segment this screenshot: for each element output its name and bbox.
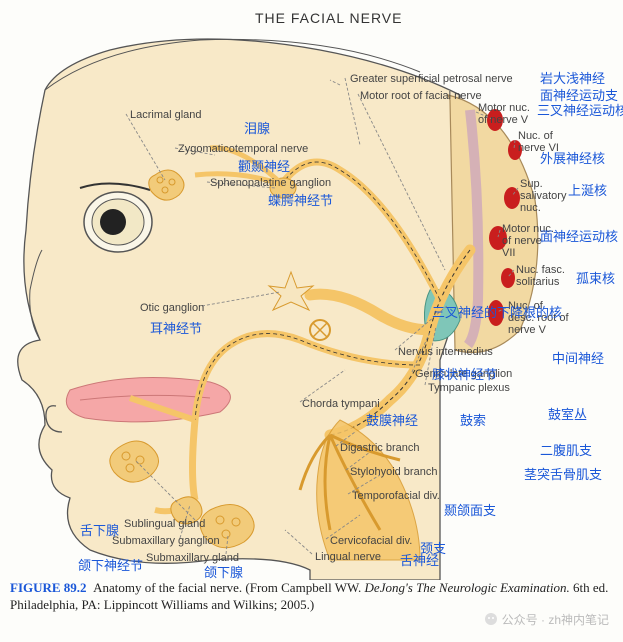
label-lacrimal-zh: 泪腺 — [244, 118, 270, 137]
label-motor-root-en: Motor root of facial nerve — [360, 90, 482, 102]
label-motor-nuc-v-en: Motor nuc. of nerve V — [478, 102, 530, 126]
wechat-icon — [484, 612, 498, 626]
label-nervus-intermedius-en: Nervus intermedius — [398, 346, 493, 358]
label-submax-gland-zh: 颌下腺 — [204, 562, 243, 581]
label-otic-en: Otic ganglion — [140, 302, 204, 314]
label-chorda-tympani-en: Chorda tympani — [302, 398, 380, 410]
label-nuc-vi-zh: 外展神经核 — [540, 148, 605, 167]
figure-caption: FIGURE 89.2 Anatomy of the facial nerve.… — [10, 580, 610, 614]
label-fasc-solitarius-zh: 孤束核 — [576, 268, 615, 287]
label-temporofacial-zh: 颞颌面支 — [444, 500, 496, 519]
label-chorda-tympani2-zh: 鼓索 — [460, 410, 486, 429]
label-sphenopalatine-en: Sphenopalatine ganglion — [210, 177, 331, 189]
label-zygomaticotemporal-zh: 颧颞神经 — [238, 156, 290, 175]
watermark-text: 公众号 · zh神内笔记 — [502, 613, 609, 627]
label-geniculate-zh: 膝状神经节 — [432, 364, 497, 383]
label-lingual-zh: 舌神经 — [400, 550, 439, 569]
label-digastric-en: Digastric branch — [340, 442, 419, 454]
label-tympanic-plexus-zh: 鼓室丛 — [548, 404, 587, 423]
label-temporofacial-en: Temporofacial div. — [352, 490, 440, 502]
label-chorda-tympani-zh: 鼓膜神经 — [366, 410, 418, 429]
label-desc-root-v-zh: 三叉神经的下降根的核 — [432, 302, 562, 321]
label-submax-gang-en: Submaxillary ganglion — [112, 535, 220, 547]
label-sublingual-en: Sublingual gland — [124, 518, 205, 530]
caption-text-1: Anatomy of the facial nerve. (From Campb… — [93, 580, 361, 595]
label-sup-salivatory-zh: 上涎核 — [568, 180, 607, 199]
label-tympanic-plexus-en: Tympanic plexus — [428, 382, 510, 394]
label-lacrimal-en: Lacrimal gland — [130, 109, 202, 121]
label-nervus-intermedius-zh: 中间神经 — [552, 348, 604, 367]
label-motor-nuc-vii-zh: 面神经运动核 — [540, 226, 618, 245]
label-motor-nuc-v-zh: 三叉神经运动核 — [537, 100, 623, 119]
label-fasc-solitarius-en: Nuc. fasc. solitarius — [516, 264, 565, 288]
watermark: 公众号 · zh神内笔记 — [484, 611, 609, 628]
facial-nerve-diagram — [0, 0, 623, 580]
label-lingual-en: Lingual nerve — [315, 551, 381, 563]
diagram-title: THE FACIAL NERVE — [255, 10, 402, 26]
label-stylohyoid-en: Stylohyoid branch — [350, 466, 437, 478]
label-sphenopalatine-zh: 蝶腭神经节 — [268, 190, 333, 209]
label-otic-zh: 耳神经节 — [150, 318, 202, 337]
figure-number: FIGURE 89.2 — [10, 580, 87, 595]
label-zygomaticotemporal-en: Zygomaticotemporal nerve — [178, 143, 308, 155]
label-sublingual-zh: 舌下腺 — [80, 520, 119, 539]
label-greater-petrosal-en: Greater superficial petrosal nerve — [350, 73, 513, 85]
label-digastric-zh: 二腹肌支 — [540, 440, 592, 459]
label-submax-gang-zh: 颌下神经节 — [78, 555, 143, 574]
caption-italic: DeJong's The Neurologic Examination. — [365, 580, 570, 595]
label-cervicofacial-en: Cervicofacial div. — [330, 535, 412, 547]
label-sup-salivatory-en: Sup. salivatory nuc. — [520, 178, 566, 214]
label-stylohyoid-zh: 茎突舌骨肌支 — [524, 464, 602, 483]
